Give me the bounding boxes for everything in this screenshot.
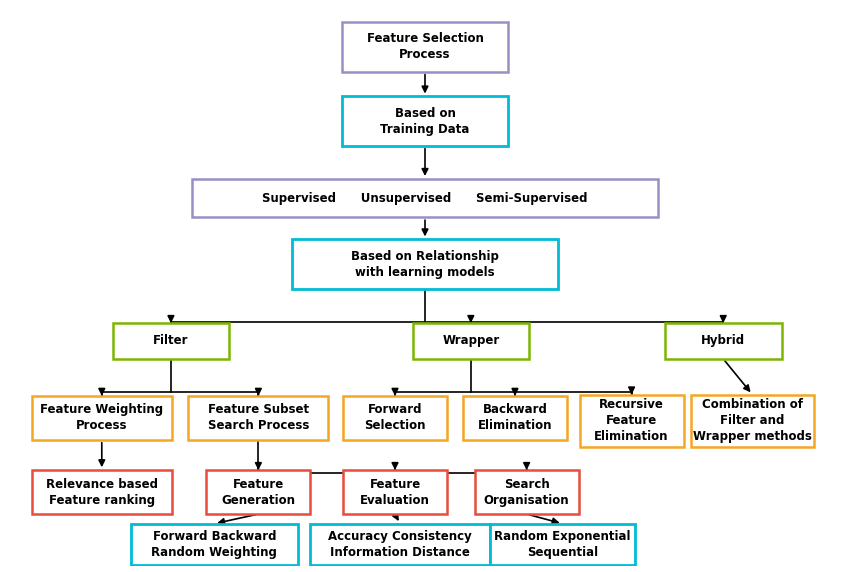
Text: Recursive
Feature
Elimination: Recursive Feature Elimination (594, 398, 669, 443)
FancyBboxPatch shape (343, 396, 447, 440)
FancyBboxPatch shape (310, 524, 490, 565)
FancyBboxPatch shape (342, 97, 508, 146)
Text: Feature Weighting
Process: Feature Weighting Process (40, 403, 163, 432)
FancyBboxPatch shape (131, 524, 298, 565)
FancyBboxPatch shape (343, 470, 447, 514)
Text: Random Exponential
Sequential: Random Exponential Sequential (494, 530, 631, 559)
Text: Accuracy Consistency
Information Distance: Accuracy Consistency Information Distanc… (328, 530, 472, 559)
Text: Feature
Generation: Feature Generation (221, 478, 296, 507)
Text: Based on Relationship
with learning models: Based on Relationship with learning mode… (351, 249, 499, 279)
FancyBboxPatch shape (463, 396, 567, 440)
Text: Combination of
Filter and
Wrapper methods: Combination of Filter and Wrapper method… (693, 398, 812, 443)
FancyBboxPatch shape (474, 470, 579, 514)
FancyBboxPatch shape (342, 22, 508, 72)
Text: Hybrid: Hybrid (701, 335, 745, 347)
Text: Search
Organisation: Search Organisation (484, 478, 570, 507)
Text: Wrapper: Wrapper (442, 335, 500, 347)
FancyBboxPatch shape (490, 524, 635, 565)
FancyBboxPatch shape (665, 323, 781, 359)
FancyBboxPatch shape (189, 396, 328, 440)
Text: Backward
Elimination: Backward Elimination (478, 403, 552, 432)
FancyBboxPatch shape (691, 395, 814, 447)
FancyBboxPatch shape (31, 470, 172, 514)
FancyBboxPatch shape (207, 470, 310, 514)
Text: Forward
Selection: Forward Selection (365, 403, 426, 432)
Text: Feature Subset
Search Process: Feature Subset Search Process (207, 403, 309, 432)
Text: Based on
Training Data: Based on Training Data (380, 106, 470, 136)
Text: Forward Backward
Random Weighting: Forward Backward Random Weighting (151, 530, 277, 559)
Text: Supervised      Unsupervised      Semi-Supervised: Supervised Unsupervised Semi-Supervised (263, 192, 587, 205)
FancyBboxPatch shape (580, 395, 683, 447)
Text: Feature Selection
Process: Feature Selection Process (366, 33, 484, 61)
FancyBboxPatch shape (192, 179, 658, 217)
FancyBboxPatch shape (292, 239, 558, 289)
Text: Filter: Filter (153, 335, 189, 347)
FancyBboxPatch shape (31, 396, 172, 440)
FancyBboxPatch shape (112, 323, 230, 359)
Text: Feature
Evaluation: Feature Evaluation (360, 478, 430, 507)
Text: Relevance based
Feature ranking: Relevance based Feature ranking (46, 478, 158, 507)
FancyBboxPatch shape (412, 323, 529, 359)
